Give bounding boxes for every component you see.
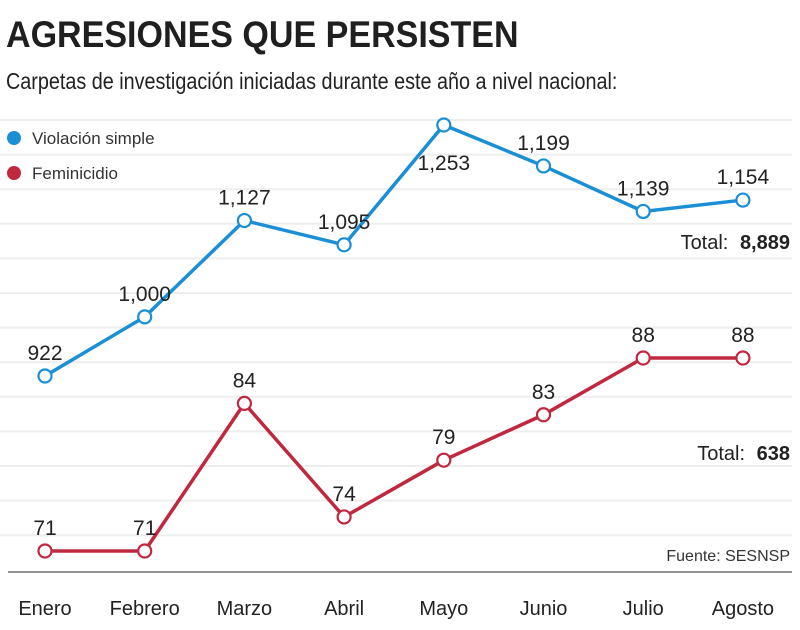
data-label-feminicidio: 88 bbox=[632, 324, 655, 347]
x-tick-label: Junio bbox=[520, 598, 568, 620]
x-tick-label: Abril bbox=[324, 598, 364, 620]
total-feminicidio-label: Total: bbox=[697, 443, 745, 465]
data-point-violacion bbox=[137, 309, 153, 325]
total-feminicidio: Total: 638 bbox=[697, 443, 790, 465]
data-label-violacion: 1,127 bbox=[218, 187, 271, 210]
data-point-violacion bbox=[37, 368, 53, 384]
legend-marker-feminicidio bbox=[7, 166, 21, 180]
x-tick-label: Marzo bbox=[217, 598, 273, 620]
series-line-violacion bbox=[44, 122, 744, 378]
data-point-violacion bbox=[535, 158, 552, 174]
data-label-violacion: 1,199 bbox=[517, 132, 570, 155]
data-point-violacion bbox=[735, 192, 751, 208]
total-violacion-value: 8,889 bbox=[740, 232, 790, 254]
data-point-violacion bbox=[336, 237, 352, 253]
x-tick-label: Agosto bbox=[712, 598, 774, 620]
data-label-feminicidio: 88 bbox=[731, 324, 754, 347]
data-point-feminicidio bbox=[436, 452, 452, 468]
data-point-feminicidio bbox=[37, 543, 53, 559]
chart-title: AGRESIONES QUE PERSISTEN bbox=[6, 14, 519, 55]
total-violacion-label: Total: bbox=[681, 232, 729, 254]
series-feminicidio: 71 71 84 74 79 83 88 88 bbox=[33, 324, 755, 559]
source-note: Fuente: SESNSP bbox=[666, 548, 790, 565]
data-point-violacion bbox=[635, 203, 651, 220]
x-tick-label: Enero bbox=[18, 598, 71, 620]
legend-label-feminicidio: Feminicidio bbox=[32, 164, 118, 183]
series-violacion: 922 1,000 1,127 1,095 1,253 1,199 1,139 1,154 bbox=[27, 117, 770, 384]
total-violacion: Total: 8,889 bbox=[681, 232, 790, 254]
x-tick-label: Julio bbox=[623, 598, 664, 620]
data-point-feminicidio bbox=[735, 350, 751, 366]
data-point-feminicidio bbox=[635, 350, 651, 366]
data-point-violacion bbox=[236, 212, 252, 229]
x-tick-label: Mayo bbox=[419, 598, 468, 620]
data-label-violacion: 1,000 bbox=[118, 283, 171, 306]
data-label-violacion: 1,253 bbox=[418, 152, 471, 175]
x-tick-label: Febrero bbox=[110, 598, 180, 620]
data-point-feminicidio bbox=[137, 543, 153, 559]
data-label-violacion: 1,154 bbox=[717, 166, 770, 189]
total-feminicidio-value: 638 bbox=[757, 443, 790, 465]
data-point-feminicidio bbox=[535, 407, 552, 423]
legend-label-violacion: Violación simple bbox=[32, 129, 155, 148]
data-label-violacion: 922 bbox=[27, 342, 62, 365]
data-point-feminicidio bbox=[336, 509, 352, 525]
data-label-feminicidio: 74 bbox=[332, 483, 356, 506]
legend: Violación simple Feminicidio bbox=[7, 129, 155, 183]
data-label-feminicidio: 71 bbox=[133, 517, 156, 540]
data-label-violacion: 1,095 bbox=[318, 211, 371, 234]
data-label-feminicidio: 84 bbox=[233, 369, 257, 392]
data-point-feminicidio bbox=[236, 395, 252, 412]
chart-subtitle: Carpetas de investigación iniciadas dura… bbox=[6, 68, 618, 94]
series-line-feminicidio bbox=[45, 356, 743, 553]
legend-marker-violacion bbox=[7, 131, 21, 145]
gridlines bbox=[0, 119, 792, 537]
data-label-feminicidio: 79 bbox=[432, 426, 455, 449]
data-label-feminicidio: 71 bbox=[33, 517, 56, 540]
data-label-violacion: 1,139 bbox=[617, 177, 670, 200]
data-point-violacion bbox=[436, 117, 452, 133]
data-label-feminicidio: 83 bbox=[532, 381, 555, 404]
